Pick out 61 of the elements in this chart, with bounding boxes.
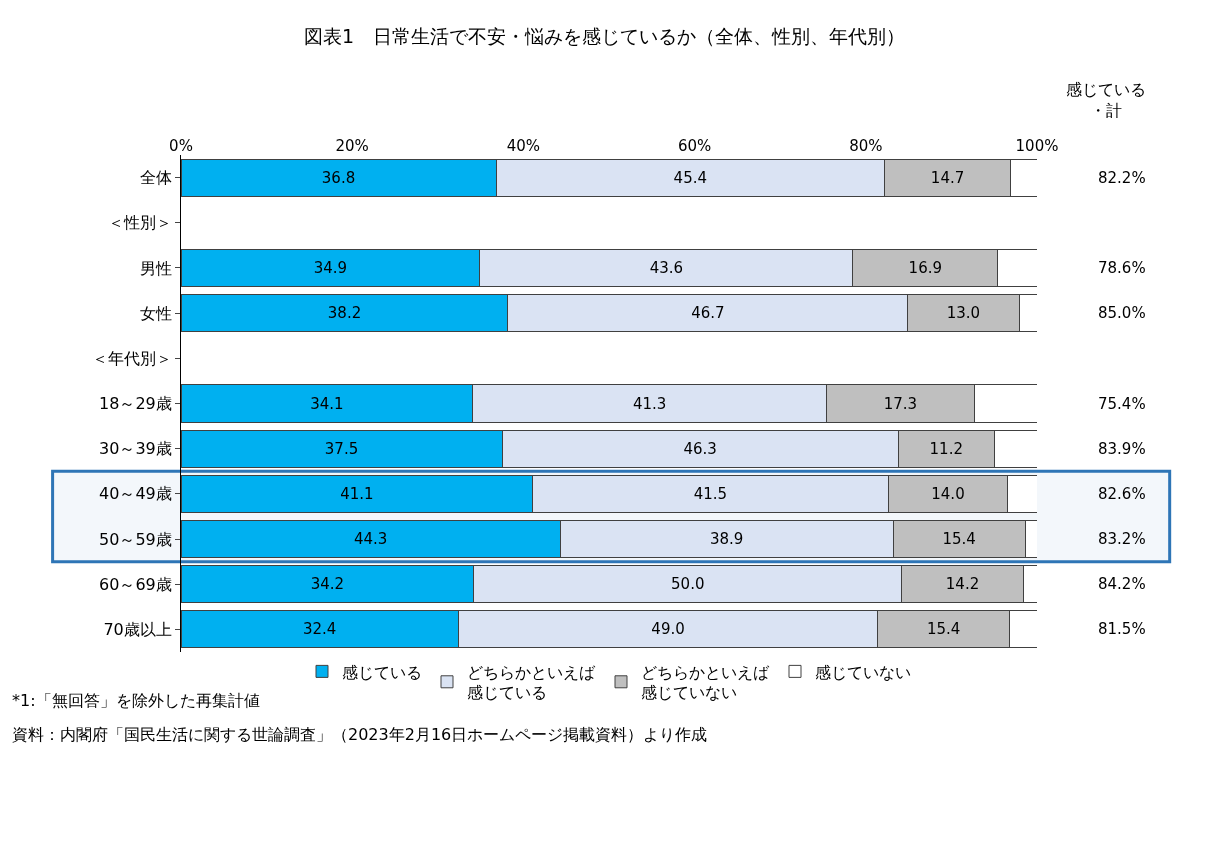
y-tick-label: 全体 (139, 168, 172, 188)
data-label: 32.4 (302, 620, 337, 639)
data-label: 14.7 (930, 168, 965, 187)
data-label: 41.5 (693, 484, 728, 503)
data-label: 14.0 (931, 484, 965, 503)
legend-label: 感じていない (815, 662, 911, 682)
text: 83.9% (1098, 440, 1146, 458)
y-tick-label: ＜年代別＞ (91, 348, 172, 368)
data-label: 37.5 (324, 439, 359, 458)
y-tick-label: 女性 (139, 303, 172, 323)
data-label: 17.3 (883, 394, 918, 413)
text: 85.0% (1098, 304, 1146, 322)
data-label: 38.2 (327, 304, 362, 323)
data-label: 44.3 (353, 530, 388, 549)
data-label: 34.1 (310, 394, 344, 413)
legend-label: どちらかといえば感じている (467, 662, 596, 703)
text: 78.6% (1098, 259, 1146, 277)
y-tick-label: 40～49歳 (99, 484, 172, 504)
data-label: 38.9 (710, 530, 744, 549)
legend-label: どちらかといえば感じていない (641, 662, 770, 703)
data-label: 15.4 (942, 530, 976, 549)
text: 83.2% (1098, 530, 1146, 548)
y-tick-label: 30～39歳 (99, 439, 172, 459)
y-tick-label: 70歳以上 (103, 620, 172, 640)
data-label: 11.2 (929, 439, 963, 458)
data-label: 45.4 (673, 168, 708, 187)
legend-label: 感じている (342, 662, 422, 682)
data-label: 13.0 (946, 304, 981, 323)
data-label: 16.9 (908, 258, 942, 277)
data-label: 49.0 (651, 620, 685, 639)
text: 82.6% (1098, 485, 1146, 503)
data-label: 36.8 (321, 168, 356, 187)
text: 感じている・計 (1066, 80, 1146, 120)
y-tick-label: 60～69歳 (99, 574, 172, 594)
data-label: 46.7 (691, 304, 725, 323)
data-label: 14.2 (945, 575, 980, 594)
y-tick-label: ＜性別＞ (107, 213, 172, 233)
data-label: 34.9 (313, 258, 348, 277)
x-tick-label: 20% (335, 137, 369, 155)
x-tick-label: 0% (169, 137, 193, 155)
y-tick-label: 男性 (139, 258, 172, 278)
x-tick-label: 60% (677, 137, 712, 155)
text: 75.4% (1098, 395, 1146, 413)
text: 82.2% (1098, 169, 1146, 187)
x-tick-label: 100% (1015, 137, 1059, 155)
text: 81.5% (1098, 620, 1146, 638)
text: 84.2% (1098, 575, 1146, 593)
y-tick-label: 18～29歳 (99, 394, 172, 414)
y-tick-label: 50～59歳 (99, 529, 172, 549)
data-label: 34.2 (310, 575, 345, 594)
data-label: 46.3 (683, 439, 717, 458)
data-label: 41.3 (632, 394, 667, 413)
data-label: 43.6 (649, 258, 684, 277)
data-label: 15.4 (926, 620, 961, 639)
x-tick-label: 80% (849, 137, 883, 155)
chart-title: 図表1 日常生活で不安・悩みを感じているか（全体、性別、年代別） (303, 25, 906, 48)
text: *1:「無回答」を除外した再集計値 (12, 691, 260, 710)
data-label: 50.0 (671, 575, 705, 594)
text: 資料：内閣府「国民生活に関する世論調査」（2023年2月16日ホームページ掲載資料）より作成 (12, 725, 708, 744)
data-label: 41.1 (340, 484, 374, 503)
x-tick-label: 40% (506, 137, 541, 155)
